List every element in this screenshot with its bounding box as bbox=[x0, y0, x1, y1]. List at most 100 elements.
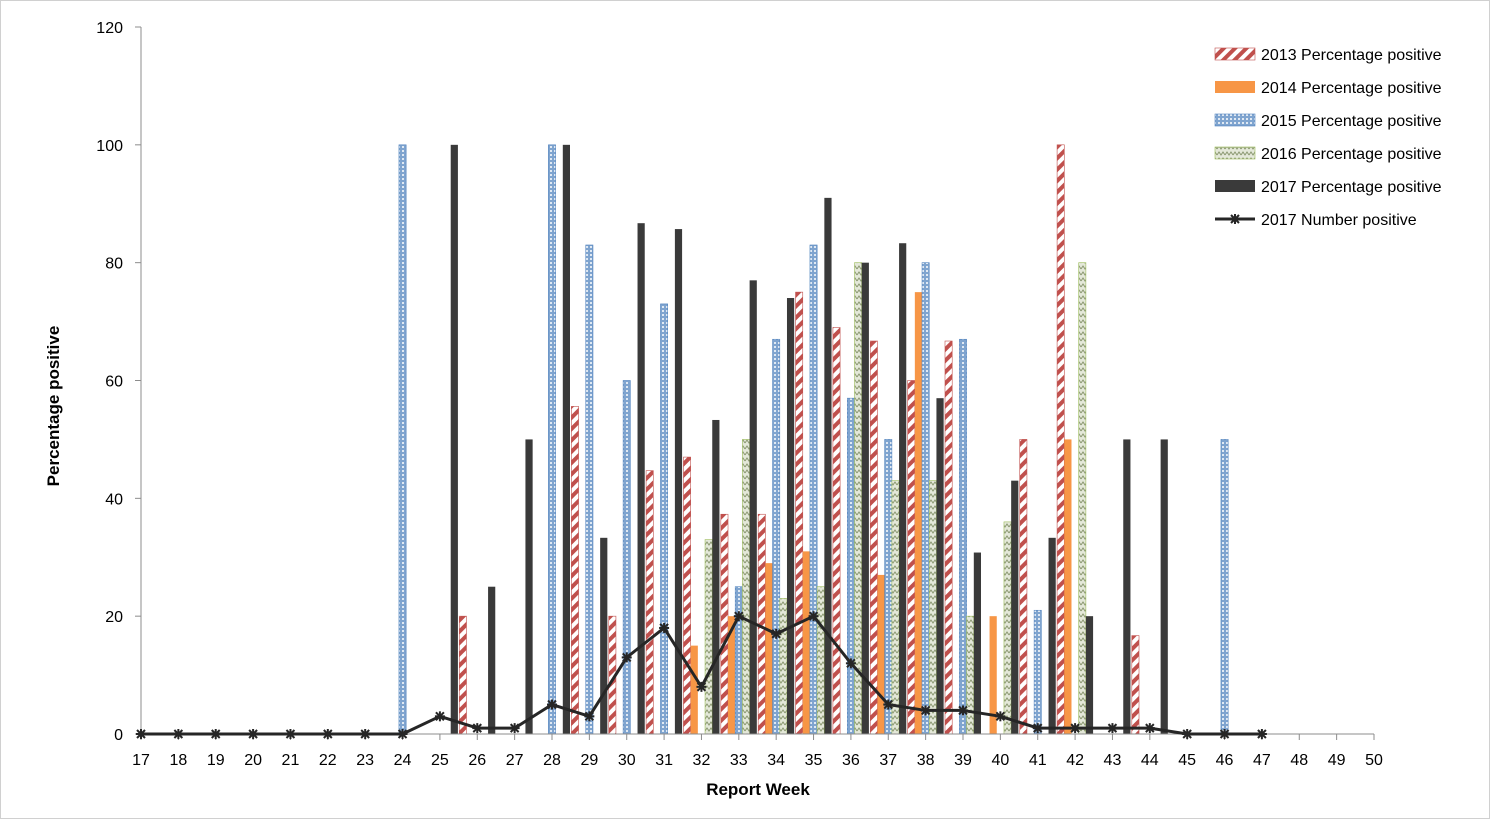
legend-label: 2015 Percentage positive bbox=[1261, 113, 1442, 130]
bar-2017-percentage-positive-week-32 bbox=[712, 419, 720, 734]
line-point-week-31 bbox=[658, 621, 671, 634]
bar-2017-percentage-positive-week-29 bbox=[600, 537, 608, 734]
x-tick-label: 28 bbox=[543, 752, 561, 769]
legend-star-marker bbox=[1229, 213, 1241, 225]
line-point-week-32 bbox=[695, 680, 708, 693]
line-point-week-23 bbox=[359, 728, 372, 740]
x-tick-label: 40 bbox=[991, 752, 1009, 769]
bar-2015-percentage-positive-week-41 bbox=[1033, 609, 1042, 735]
line-point-week-25 bbox=[433, 710, 446, 723]
bar-2015-percentage-positive-week-34 bbox=[772, 338, 781, 735]
bar-2016-percentage-positive-week-37 bbox=[891, 480, 900, 735]
bar-2015-percentage-positive-week-36 bbox=[847, 397, 855, 735]
line-point-week-38 bbox=[919, 704, 932, 717]
bar-2015-percentage-positive-week-28 bbox=[548, 144, 556, 735]
line-point-week-29 bbox=[583, 710, 596, 723]
legend: 2013 Percentage positive 2014 Percentage … bbox=[1214, 47, 1442, 229]
line-point-week-34 bbox=[770, 627, 783, 640]
bar-2013-percentage-positive-week-33 bbox=[720, 513, 729, 735]
line-point-week-21 bbox=[284, 728, 297, 740]
bar-2017-percentage-positive-week-31 bbox=[674, 229, 683, 734]
legend-label: 2014 Percentage positive bbox=[1261, 80, 1442, 97]
bar-2015-percentage-positive-week-35 bbox=[809, 244, 818, 735]
bar-2013-percentage-positive-week-31 bbox=[645, 470, 654, 735]
bar-2014-percentage-positive-week-34 bbox=[765, 563, 773, 734]
legend-label: 2017 Number positive bbox=[1261, 212, 1417, 229]
bar-2014-percentage-positive-week-32 bbox=[690, 645, 698, 735]
bar-2016-percentage-positive-week-42 bbox=[1078, 262, 1087, 735]
x-tick-label: 32 bbox=[693, 752, 711, 769]
bar-2013-percentage-positive-week-44 bbox=[1131, 635, 1140, 735]
bar-2017-percentage-positive-week-26 bbox=[488, 586, 496, 734]
bar-2017-percentage-positive-week-42 bbox=[1085, 616, 1094, 734]
bar-2014-percentage-positive-week-38 bbox=[914, 292, 923, 735]
x-tick-label: 21 bbox=[282, 752, 300, 769]
bar-2017-percentage-positive-week-44 bbox=[1160, 439, 1168, 734]
y-tick-label: 100 bbox=[96, 138, 123, 155]
x-tick-label: 46 bbox=[1216, 752, 1234, 769]
bar-2013-percentage-positive-week-35 bbox=[795, 291, 804, 735]
bar-2014-percentage-positive-week-33 bbox=[728, 616, 736, 734]
x-tick-label: 31 bbox=[655, 752, 673, 769]
bar-2016-percentage-positive-week-38 bbox=[928, 480, 937, 735]
line-point-week-33 bbox=[732, 610, 745, 623]
bar-2015-percentage-positive-week-37 bbox=[884, 439, 893, 735]
line-point-week-39 bbox=[957, 704, 969, 717]
bar-2013-percentage-positive-week-41 bbox=[1019, 439, 1028, 735]
bar-2016-percentage-positive-week-33 bbox=[742, 439, 750, 735]
line-point-week-17 bbox=[135, 728, 147, 740]
x-tick-label: 25 bbox=[431, 752, 449, 769]
x-tick-label: 48 bbox=[1290, 752, 1308, 769]
bar-2016-percentage-positive-week-35 bbox=[816, 586, 825, 735]
bar-2015-percentage-positive-week-33 bbox=[734, 586, 743, 735]
x-tick-label: 34 bbox=[767, 752, 785, 769]
bar-2013-percentage-positive-week-34 bbox=[757, 513, 766, 735]
legend-item: 2016 Percentage positive bbox=[1214, 146, 1442, 163]
legend-swatch bbox=[1215, 180, 1255, 192]
legend-label: 2017 Percentage positive bbox=[1261, 179, 1442, 196]
bar-2017-percentage-positive-week-41 bbox=[1048, 537, 1056, 734]
x-tick-label: 23 bbox=[356, 752, 374, 769]
bar-2014-percentage-positive-week-40 bbox=[989, 616, 997, 734]
y-tick-label: 120 bbox=[96, 20, 123, 37]
bar-2015-percentage-positive-week-39 bbox=[959, 338, 967, 735]
bar-2015-percentage-positive-week-29 bbox=[585, 244, 594, 735]
x-tick-label: 38 bbox=[917, 752, 935, 769]
y-axis-title: Percentage positive bbox=[44, 326, 63, 487]
x-tick-label: 50 bbox=[1365, 752, 1383, 769]
bar-2014-percentage-positive-week-35 bbox=[802, 551, 810, 734]
legend-swatch bbox=[1214, 113, 1256, 127]
legend-swatch bbox=[1214, 146, 1256, 160]
line-point-week-20 bbox=[247, 728, 260, 740]
bar-2017-percentage-positive-week-38 bbox=[936, 398, 944, 734]
bar-2017-percentage-positive-week-40 bbox=[1011, 480, 1019, 734]
line-point-week-26 bbox=[471, 722, 484, 735]
line-series-2017-number-positive bbox=[141, 614, 1262, 736]
bar-2017-percentage-positive-week-43 bbox=[1123, 439, 1131, 734]
x-tick-label: 43 bbox=[1104, 752, 1122, 769]
x-tick-label: 27 bbox=[506, 752, 524, 769]
line-point-week-28 bbox=[546, 698, 558, 711]
line-point-week-18 bbox=[172, 728, 185, 740]
x-tick-label: 42 bbox=[1066, 752, 1084, 769]
bar-2013-percentage-positive-week-38 bbox=[907, 380, 916, 735]
bar-2016-percentage-positive-week-39 bbox=[966, 615, 975, 735]
bar-2015-percentage-positive-week-24 bbox=[398, 144, 407, 735]
x-tick-label: 36 bbox=[842, 752, 860, 769]
legend-item: 2015 Percentage positive bbox=[1214, 113, 1442, 130]
x-tick-label: 35 bbox=[805, 752, 823, 769]
line-point-week-42 bbox=[1069, 722, 1082, 735]
bars-layer bbox=[398, 144, 1229, 735]
line-point-week-36 bbox=[844, 657, 857, 670]
bar-2013-percentage-positive-week-39 bbox=[944, 340, 953, 735]
x-tick-label: 47 bbox=[1253, 752, 1271, 769]
bar-2017-percentage-positive-week-33 bbox=[749, 280, 757, 734]
bar-2013-percentage-positive-week-29 bbox=[571, 406, 579, 735]
legend-label: 2016 Percentage positive bbox=[1261, 146, 1442, 163]
x-tick-label: 26 bbox=[468, 752, 486, 769]
legend-item: 2017 Percentage positive bbox=[1215, 179, 1442, 196]
y-tick-label: 20 bbox=[105, 609, 123, 626]
bar-2017-percentage-positive-week-27 bbox=[525, 439, 533, 734]
